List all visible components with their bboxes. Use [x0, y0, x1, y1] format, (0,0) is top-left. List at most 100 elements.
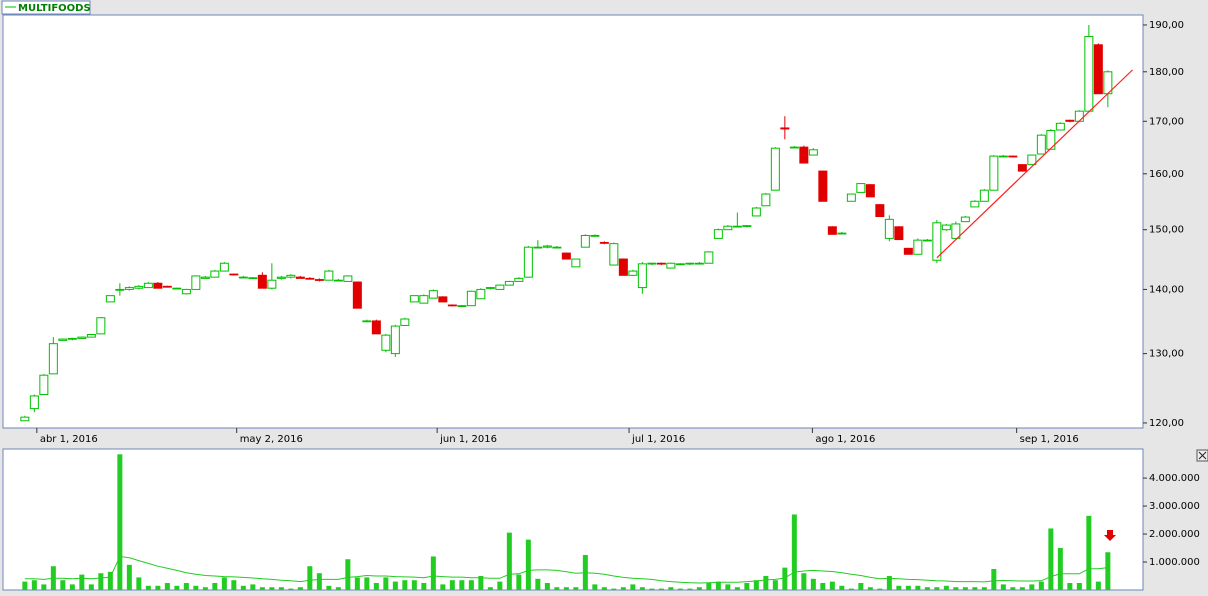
- volume-bar: [1057, 548, 1063, 590]
- candle-body: [495, 284, 505, 290]
- volume-bar: [402, 580, 408, 590]
- volume-bar: [1086, 515, 1092, 590]
- close-icon[interactable]: [1198, 451, 1207, 460]
- candle-body: [124, 287, 134, 290]
- volume-bar: [98, 573, 104, 590]
- candle-body: [979, 189, 989, 202]
- candle-body: [951, 223, 961, 239]
- volume-bar: [202, 587, 208, 590]
- volume-bar: [668, 587, 674, 590]
- close-button[interactable]: [1196, 449, 1208, 462]
- volume-bar: [924, 587, 930, 590]
- candle-body: [989, 155, 999, 191]
- volume-bar: [791, 514, 797, 590]
- candle-body: [428, 290, 438, 299]
- candle-body: [305, 277, 315, 280]
- volume-bar: [1029, 584, 1035, 590]
- candle-body: [210, 270, 220, 278]
- y-tick-label: 4.000.000: [1149, 473, 1200, 484]
- volume-bar: [145, 585, 151, 590]
- candle-body: [162, 285, 172, 288]
- candle-body: [333, 279, 343, 282]
- candle-body: [172, 287, 182, 290]
- volume-bar: [1105, 552, 1111, 590]
- volume-bar: [1067, 583, 1073, 590]
- volume-bar: [449, 580, 455, 590]
- y-tick-label: 150,00: [1149, 225, 1184, 236]
- candle-body: [295, 276, 305, 279]
- y-tick-label: 3.000.000: [1149, 501, 1200, 512]
- candle-body: [599, 241, 609, 244]
- candle-body: [1008, 155, 1018, 158]
- candle-body: [105, 295, 115, 303]
- candle-body: [390, 325, 400, 355]
- candle-body: [970, 200, 980, 208]
- candle-body: [799, 146, 809, 164]
- price-panel: [2, 14, 1144, 429]
- candle-body: [77, 336, 87, 339]
- volume-bar: [41, 584, 47, 590]
- volume-bar: [981, 587, 987, 590]
- candle-body: [438, 296, 448, 303]
- volume-bar: [278, 587, 284, 590]
- volume-bar: [744, 583, 750, 590]
- candle-body: [552, 246, 562, 249]
- volume-bar: [715, 581, 721, 590]
- volume-bar: [1038, 581, 1044, 590]
- candle-body: [96, 317, 106, 335]
- volume-bar: [630, 584, 636, 590]
- volume-bar: [183, 583, 189, 590]
- volume-bar: [839, 585, 845, 590]
- candle-body: [20, 416, 30, 422]
- volume-bar: [31, 580, 37, 590]
- candle-body: [371, 320, 381, 335]
- volume-bar: [1048, 528, 1054, 590]
- candle-body: [580, 234, 590, 248]
- candle-body: [913, 239, 923, 255]
- volume-bar: [440, 584, 446, 590]
- candle-body: [837, 232, 847, 235]
- candle-body: [675, 263, 685, 266]
- candle-body: [723, 225, 733, 231]
- volume-bar: [421, 583, 427, 590]
- candle-body: [134, 285, 144, 289]
- candle-body: [533, 246, 543, 249]
- y-tick-label: 180,00: [1149, 67, 1184, 78]
- y-tick-label: 2.000.000: [1149, 529, 1200, 540]
- volume-bar: [231, 580, 237, 590]
- candle-body: [770, 147, 780, 191]
- volume-bar: [478, 576, 484, 590]
- volume-bar: [991, 569, 997, 590]
- candle-body: [409, 295, 419, 303]
- candle-body: [704, 251, 714, 264]
- volume-bar: [487, 587, 493, 590]
- volume-bar: [307, 566, 313, 590]
- volume-bar: [943, 585, 949, 590]
- candle-body: [419, 295, 429, 304]
- candle-body: [29, 395, 39, 410]
- volume-bar: [1000, 584, 1006, 590]
- volume-bar: [117, 454, 123, 590]
- candle-body: [1046, 130, 1056, 150]
- volume-bar: [411, 580, 417, 590]
- candle-body: [780, 127, 790, 130]
- candle-body: [713, 229, 723, 239]
- x-tick-label: abr 1, 2016: [40, 434, 98, 445]
- candle-body: [276, 276, 286, 279]
- candle-body: [1017, 164, 1027, 172]
- volume-bar: [725, 584, 731, 590]
- candle-body: [865, 184, 875, 198]
- volume-bar: [506, 532, 512, 590]
- volume-bar: [972, 587, 978, 590]
- candle-body: [827, 226, 837, 235]
- volume-bar: [544, 583, 550, 590]
- volume-bar: [753, 580, 759, 590]
- candle-body: [998, 155, 1008, 158]
- candle-body: [58, 338, 68, 341]
- candle-body: [1027, 154, 1037, 166]
- candle-body: [922, 239, 932, 242]
- candle-body: [457, 305, 467, 307]
- candle-body: [352, 281, 362, 309]
- candle-body: [229, 273, 239, 276]
